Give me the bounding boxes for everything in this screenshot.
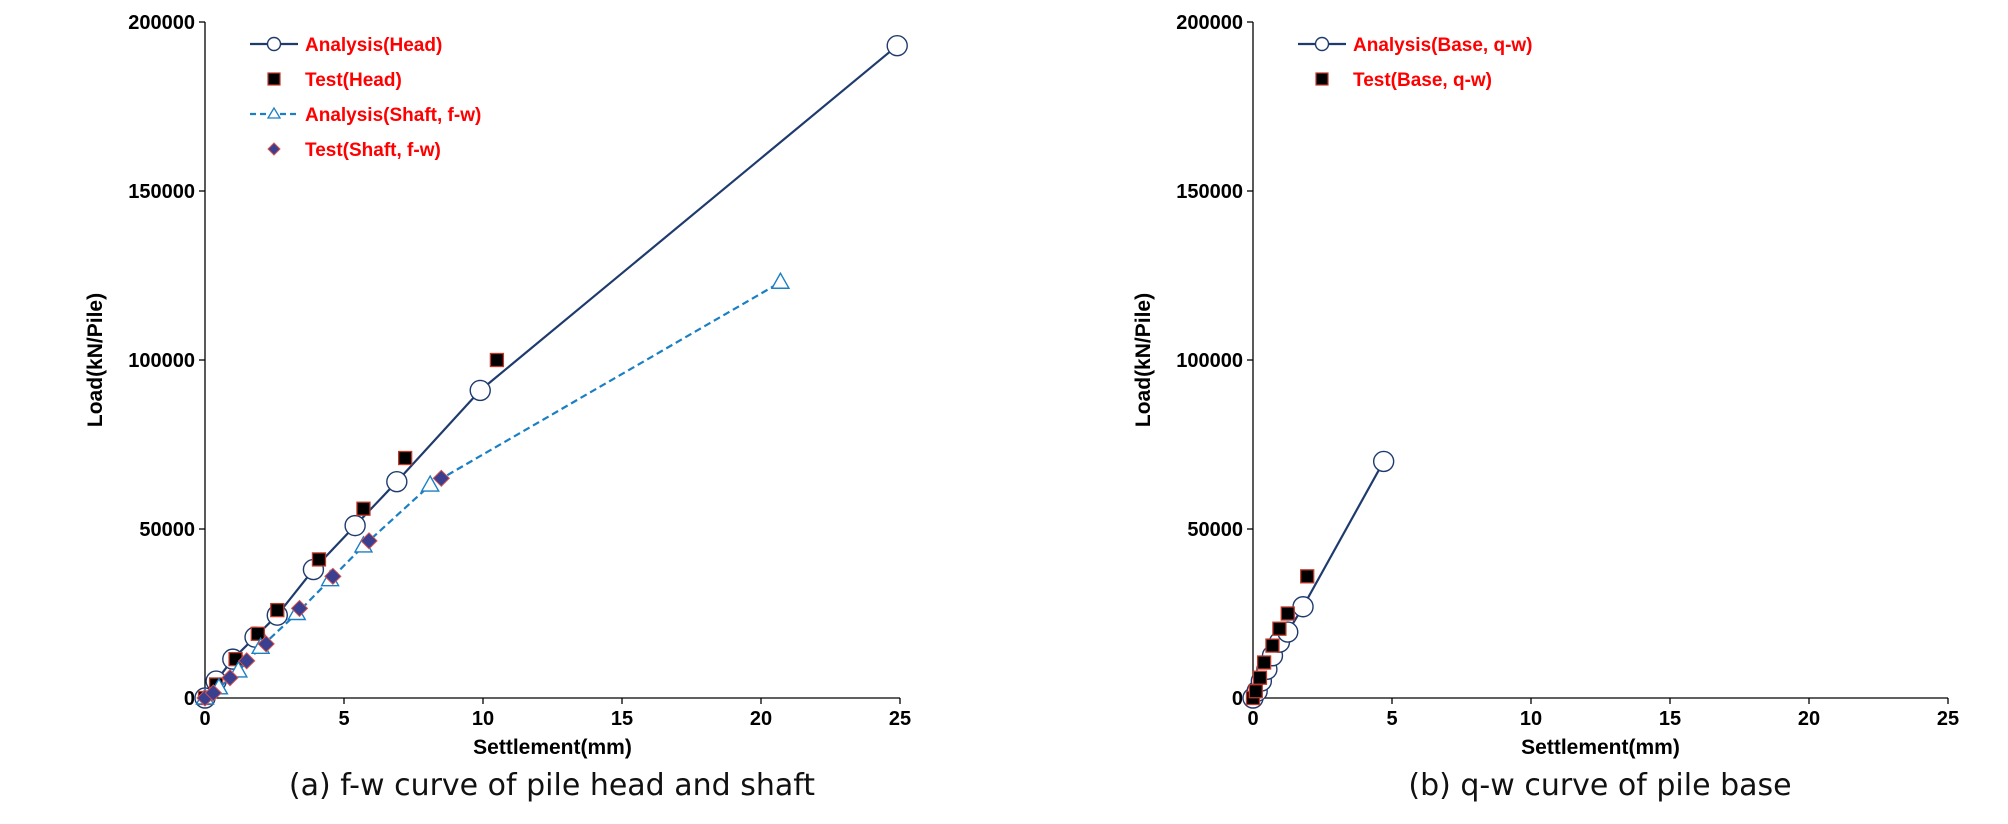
data-point [270, 602, 285, 618]
legend: Analysis(Base, q-w) Test(Base, q-w) [1298, 35, 1533, 91]
chart-panel-a: 0 50000 100000 150000 200000 0 5 10 15 20 25 Settle… [84, 12, 911, 803]
x-tick-label: 15 [611, 708, 633, 730]
y-tick-label: 150000 [1176, 181, 1243, 203]
data-point [1252, 670, 1268, 685]
data-point [290, 599, 309, 618]
legend-swatch-marker [266, 106, 282, 119]
y-tick-label: 0 [1232, 688, 1243, 710]
series-1 [1245, 569, 1315, 706]
legend-label: Analysis(Shaft, f-w) [305, 105, 481, 126]
panel-caption: (b) q-w curve of pile base [1408, 768, 1791, 803]
data-point [204, 684, 223, 702]
x-tick-label: 25 [1937, 708, 1959, 730]
data-point [344, 514, 366, 537]
series-3 [196, 469, 451, 707]
legend-label: Analysis(Head) [305, 35, 442, 56]
y-tick-label: 100000 [128, 350, 195, 372]
x-tick-label: 20 [1798, 708, 1820, 730]
series-2 [195, 271, 791, 705]
y-tick-label: 50000 [1187, 519, 1243, 541]
x-axis-label: Settlement(mm) [1521, 736, 1680, 759]
x-tick-label: 5 [1386, 708, 1397, 730]
x-tick-label: 5 [338, 708, 349, 730]
data-point [386, 470, 408, 493]
x-tick-label: 0 [199, 708, 210, 730]
legend-label: Test(Base, q-w) [1353, 70, 1492, 91]
data-point [250, 626, 265, 641]
data-point [221, 669, 239, 687]
x-tick-label: 20 [750, 708, 772, 730]
data-point [1372, 450, 1395, 473]
y-tick-label: 150000 [128, 181, 195, 203]
legend-swatch-marker [1315, 72, 1329, 86]
data-point [469, 379, 491, 402]
chart-panel-b: 0 50000 100000 150000 200000 0 5 10 15 20 25 Settle… [1132, 12, 1959, 803]
x-tick-label: 15 [1659, 708, 1681, 730]
legend-item: Test(Base, q-w) [1315, 70, 1492, 91]
data-point [1256, 655, 1272, 670]
y-tick-label: 100000 [1176, 350, 1243, 372]
y-tick-label: 200000 [1176, 12, 1243, 34]
data-point [420, 474, 440, 492]
legend-item: Analysis(Base, q-w) [1298, 35, 1533, 56]
data-point [1300, 569, 1315, 584]
data-point [237, 652, 256, 670]
x-tick-label: 0 [1247, 708, 1258, 730]
data-point [886, 34, 908, 57]
legend-item: Analysis(Shaft, f-w) [250, 105, 481, 126]
x-tick-label: 10 [472, 708, 494, 730]
legend-swatch-marker [267, 142, 281, 156]
legend-swatch-marker [266, 36, 282, 52]
y-axis-label: Load(kN/Pile) [84, 293, 107, 427]
legend-label: Test(Shaft, f-w) [305, 140, 441, 161]
legend-item: Test(Head) [267, 70, 402, 91]
data-point [257, 635, 275, 653]
x-axis-label: Settlement(mm) [473, 736, 632, 759]
data-point [1280, 606, 1295, 621]
legend: Analysis(Head) Test(Head) Analysis(Shaft, … [250, 35, 481, 161]
y-tick-label: 200000 [128, 12, 195, 34]
series-line [204, 281, 782, 699]
data-point [1265, 638, 1280, 653]
data-point [770, 271, 791, 289]
y-tick-label: 50000 [139, 519, 195, 541]
data-point [324, 567, 342, 586]
legend-swatch-marker [267, 72, 281, 86]
legend-swatch-marker [1314, 36, 1330, 52]
legend-item: Test(Shaft, f-w) [267, 140, 441, 161]
data-point [489, 352, 505, 368]
x-tick-label: 25 [889, 708, 911, 730]
data-point [432, 469, 451, 488]
data-point [360, 532, 378, 550]
legend-label: Analysis(Base, q-w) [1353, 35, 1533, 56]
data-point [311, 552, 327, 567]
y-tick-label: 0 [184, 688, 195, 710]
data-point [1292, 596, 1314, 618]
data-point [1248, 684, 1263, 699]
data-point [1272, 621, 1287, 636]
data-point [398, 450, 413, 466]
legend-label: Test(Head) [305, 70, 402, 91]
series-line [204, 44, 898, 699]
data-point [356, 501, 371, 516]
y-axis-label: Load(kN/Pile) [1132, 293, 1155, 427]
x-tick-label: 10 [1520, 708, 1542, 730]
legend-item: Analysis(Head) [250, 35, 442, 56]
panel-caption: (a) f-w curve of pile head and shaft [289, 768, 815, 803]
